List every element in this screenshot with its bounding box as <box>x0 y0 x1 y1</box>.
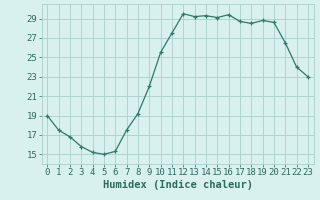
X-axis label: Humidex (Indice chaleur): Humidex (Indice chaleur) <box>103 180 252 190</box>
